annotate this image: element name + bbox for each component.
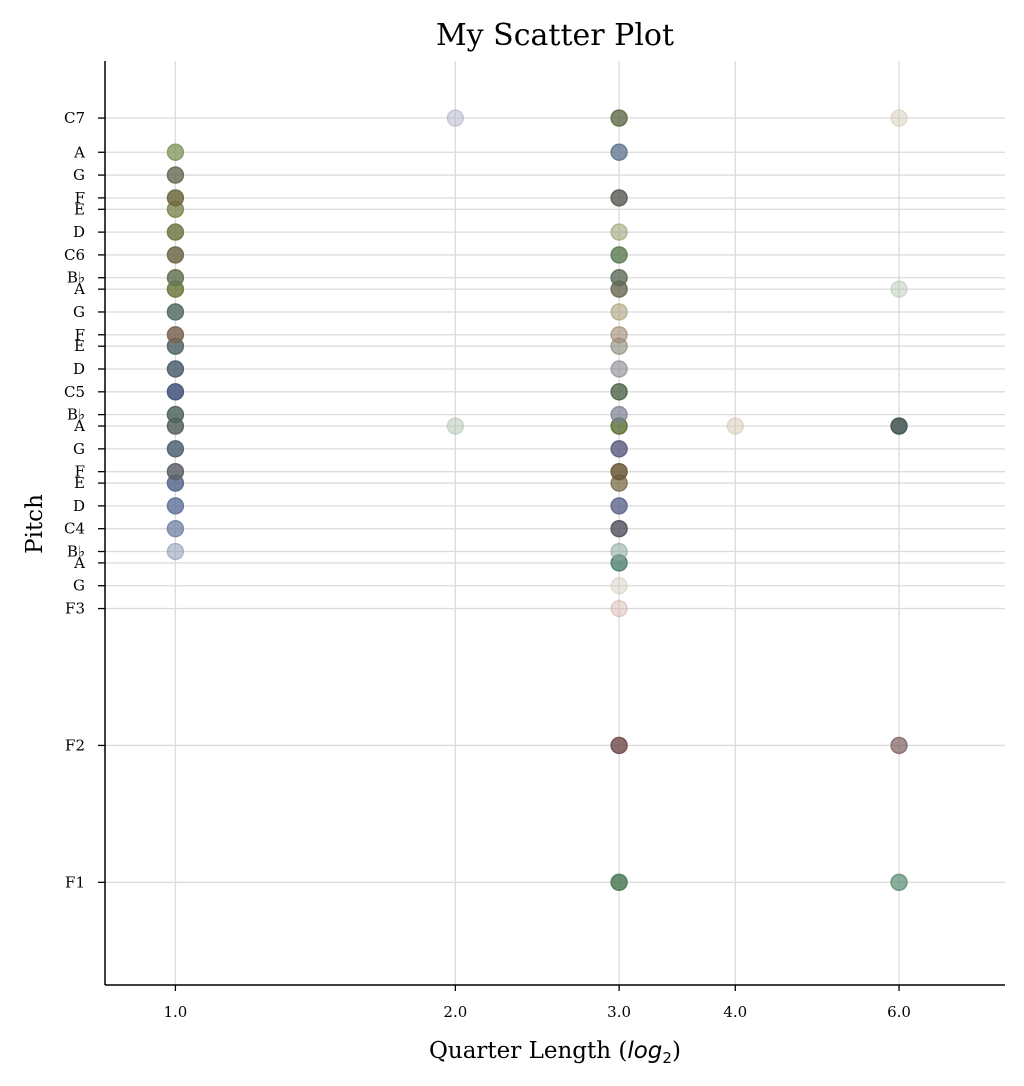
scatter-point (166, 303, 185, 321)
y-tick-label: A (73, 280, 85, 298)
scatter-point (726, 417, 744, 435)
y-tick-label: C7 (64, 109, 85, 127)
scatter-point (610, 223, 628, 241)
scatter-point (610, 326, 628, 344)
scatter-point (890, 280, 908, 298)
x-tick-label: 4.0 (723, 1003, 747, 1021)
scatter-point (166, 383, 185, 401)
scatter-point (610, 143, 628, 161)
scatter-point (610, 577, 628, 595)
scatter-point (610, 462, 628, 481)
scatter-point (166, 166, 185, 184)
scatter-point (890, 417, 908, 435)
scatter-point (610, 873, 628, 892)
grid-lines (105, 61, 1005, 985)
y-tick-label: F (75, 326, 85, 344)
scatter-point (166, 497, 185, 515)
y-tick-label: F3 (65, 600, 85, 618)
chart-title: My Scatter Plot (436, 18, 674, 53)
scatter-point (446, 109, 465, 127)
scatter-point (610, 440, 628, 458)
scatter-point (610, 360, 628, 378)
x-tick-label: 3.0 (607, 1003, 631, 1021)
y-tick-label: F1 (65, 873, 85, 891)
y-tick-label: D (73, 497, 85, 515)
scatter-point (610, 303, 628, 321)
x-tick-label: 6.0 (887, 1003, 911, 1021)
y-tick-label: G (73, 166, 85, 184)
scatter-point (610, 246, 628, 264)
y-tick-label: C4 (64, 520, 85, 538)
scatter-point (610, 542, 628, 561)
y-tick-label: F (75, 189, 85, 207)
y-tick-label: F (75, 463, 85, 481)
data-points (166, 109, 908, 892)
x-axis-label-main: Quarter Length ( (429, 1038, 627, 1064)
y-tick-label: E (74, 474, 85, 492)
x-axis-label-close: ) (672, 1038, 681, 1064)
scatter-point (446, 417, 465, 435)
scatter-point (166, 440, 185, 458)
y-tick-label: G (73, 303, 85, 321)
y-tick-label: A (73, 554, 85, 572)
scatter-point (166, 520, 185, 538)
y-tick-label: D (73, 223, 85, 241)
y-tick-label: B♭ (67, 406, 85, 424)
y-tick-label: G (73, 577, 85, 595)
scatter-point (610, 520, 628, 538)
y-tick-label: B♭ (67, 269, 85, 287)
scatter-point (610, 383, 628, 401)
y-axis-label: Pitch (22, 494, 48, 554)
y-tick-label: F2 (65, 736, 85, 754)
y-tick-label: A (73, 143, 85, 161)
scatter-point (166, 246, 185, 264)
x-ticks: 1.0 2.0 3.0 4.0 6.0 (163, 985, 911, 1021)
scatter-point (610, 189, 628, 207)
scatter-point (166, 462, 185, 481)
x-axis-label: Quarter Length (log2) (429, 1038, 681, 1067)
scatter-point (890, 109, 908, 127)
scatter-point (166, 542, 185, 561)
y-tick-label: C5 (64, 383, 85, 401)
y-tick-label: E (74, 337, 85, 355)
scatter-point (610, 109, 628, 127)
scatter-point (610, 736, 628, 755)
scatter-point (166, 360, 185, 378)
y-tick-label: D (73, 360, 85, 378)
x-tick-label: 1.0 (163, 1003, 187, 1021)
scatter-point (166, 326, 185, 344)
y-tick-label: C6 (64, 246, 85, 264)
scatter-point (890, 736, 908, 755)
scatter-point (166, 269, 185, 287)
scatter-point (166, 223, 185, 241)
scatter-point (166, 143, 185, 161)
scatter-point (166, 189, 185, 207)
x-axis-label-math: log (627, 1038, 662, 1064)
scatter-point (166, 405, 185, 424)
y-tick-label: B♭ (67, 543, 85, 561)
scatter-point (610, 405, 628, 424)
x-tick-label: 2.0 (443, 1003, 467, 1021)
scatter-point (890, 873, 908, 892)
y-tick-label: G (73, 440, 85, 458)
y-tick-label: A (73, 417, 85, 435)
scatter-point (610, 269, 628, 287)
y-tick-label: E (74, 200, 85, 218)
scatter-point (610, 599, 628, 618)
x-axis-label-subscript: 2 (662, 1049, 672, 1067)
scatter-point (610, 497, 628, 515)
